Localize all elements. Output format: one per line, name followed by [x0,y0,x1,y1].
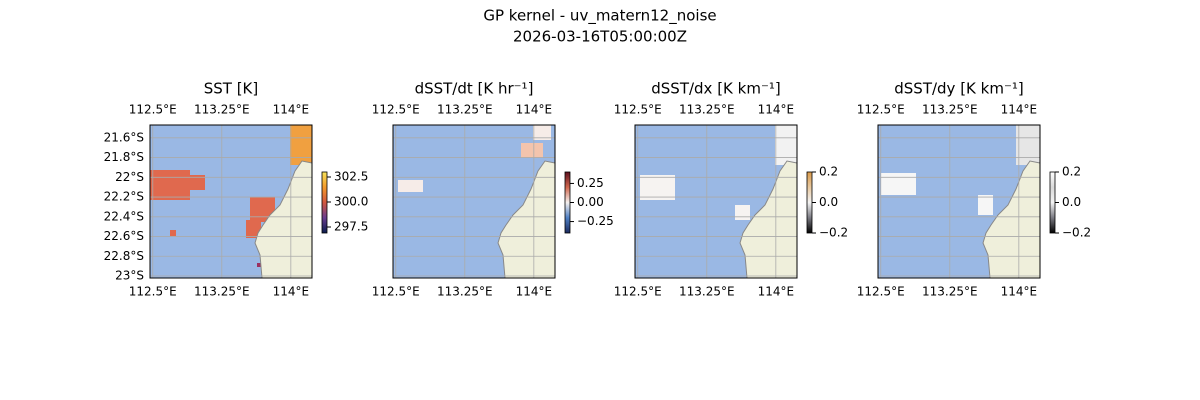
x-tick-label: 112.5°E [614,103,662,117]
y-tick-label: 22.8°S [104,249,144,263]
colorbar [321,171,328,234]
map-panel: dSST/dx [K km⁻¹] 112.5°E 112.5°E 113.25°E 11… [614,80,848,299]
panel-title: SST [K] [204,80,259,98]
colorbar-tick-label: −0.2 [1062,226,1091,240]
colorbar-tick-label: 0.25 [577,176,604,190]
x-tick-label: 114°E [1001,103,1038,117]
x-tick-label: 113.25°E [922,103,978,117]
raster-patch [398,180,423,192]
y-tick-label: 21.6°S [104,130,144,144]
y-tick-label: 21.8°S [104,150,144,164]
raster-patch [640,175,675,200]
colorbar [1049,171,1056,234]
colorbar-tick-label: 0.2 [819,165,838,179]
x-tick-label: 112.5°E [372,103,420,117]
raster-patch [533,125,551,140]
colorbar [806,171,813,234]
figure-subtitle: 2026-03-16T05:00:00Z [513,28,687,46]
raster-patch [246,220,261,238]
y-tick-label: 22.4°S [104,209,144,223]
panel-title: dSST/dy [K km⁻¹] [894,80,1024,98]
map-frame [149,124,313,279]
map-frame [634,124,798,279]
raster-patch [735,205,750,220]
x-tick-label: 112.5°E [372,285,420,299]
map-frame [877,124,1041,279]
x-tick-label: 113.25°E [437,285,493,299]
colorbar-tick-label: 302.5 [334,170,368,184]
x-tick-label: 114°E [1001,285,1038,299]
y-tick-label: 22.6°S [104,229,144,243]
y-tick-label: 23°S [115,269,144,283]
x-tick-label: 113.25°E [922,285,978,299]
map-frame [392,124,556,279]
y-tick-label: 22.2°S [104,190,144,204]
x-tick-label: 112.5°E [129,285,177,299]
colorbar-tick-label: 0.00 [577,195,604,209]
panel-title: dSST/dx [K km⁻¹] [651,80,781,98]
x-tick-label: 112.5°E [857,285,905,299]
colorbar-tick-label: 297.5 [334,220,368,234]
x-tick-label: 114°E [516,103,553,117]
colorbar-tick-label: 0.2 [1062,165,1081,179]
x-tick-label: 114°E [758,103,795,117]
x-tick-label: 113.25°E [437,103,493,117]
x-tick-label: 112.5°E [614,285,662,299]
colorbar [564,171,571,234]
raster-patch [290,125,312,165]
x-tick-label: 114°E [273,103,310,117]
raster-patch [521,143,543,158]
colorbar-tick-label: −0.2 [819,226,848,240]
x-tick-label: 113.25°E [194,103,250,117]
colorbar-tick-label: 300.0 [334,195,368,209]
map-panel: dSST/dy [K km⁻¹] 112.5°E 112.5°E 113.25°E 11… [857,80,1091,299]
colorbar-tick-label: −0.25 [577,214,614,228]
raster-patch [978,195,993,215]
panel-title: dSST/dt [K hr⁻¹] [415,80,534,98]
y-tick-label: 22°S [115,170,144,184]
colorbar-tick-label: 0.0 [1062,195,1081,209]
colorbar-tick-label: 0.0 [819,195,838,209]
x-tick-label: 113.25°E [679,285,735,299]
x-tick-label: 114°E [516,285,553,299]
raster-patch [257,263,261,267]
raster-patch [170,230,176,236]
raster-patch [881,173,916,195]
raster-patch [185,175,205,190]
raster-patch [775,125,797,165]
raster-patch [150,170,190,200]
raster-patch [1016,125,1040,165]
x-tick-label: 112.5°E [129,103,177,117]
x-tick-label: 112.5°E [857,103,905,117]
x-tick-label: 113.25°E [679,103,735,117]
map-panel: dSST/dt [K hr⁻¹] 112.5°E 112.5°E 113.25°E 11… [372,80,614,299]
x-tick-label: 114°E [273,285,310,299]
x-tick-label: 114°E [758,285,795,299]
map-panel: SST [K] 112.5°E 112.5°E 113.25°E 113.25°E 114… [104,80,369,299]
figure-title: GP kernel - uv_matern12_noise [483,7,716,26]
x-tick-label: 113.25°E [194,285,250,299]
